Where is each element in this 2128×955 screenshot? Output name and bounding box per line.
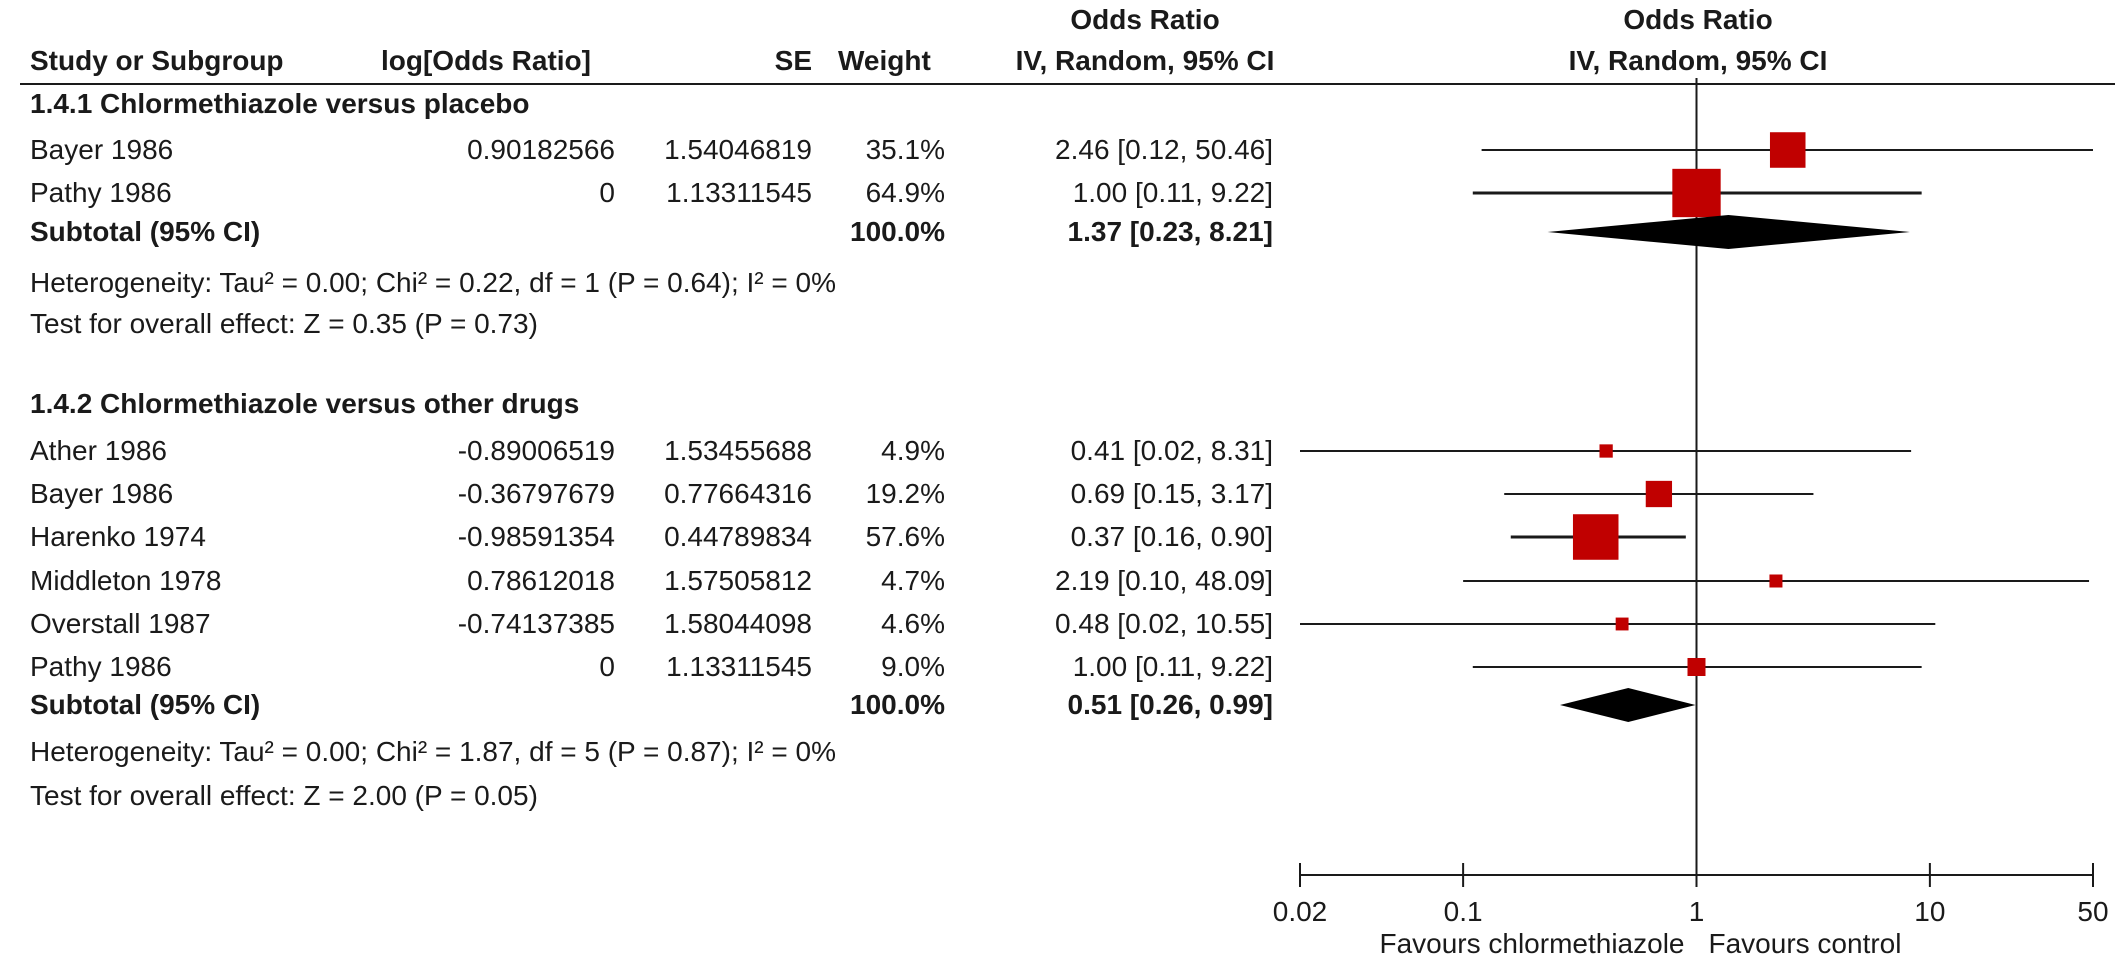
study-log-odds-ratio: 0.90182566	[467, 134, 615, 165]
subtotal-ci: 0.51 [0.26, 0.99]	[1067, 689, 1273, 720]
study-se: 1.54046819	[664, 134, 812, 165]
study-log-odds-ratio: 0	[599, 177, 615, 208]
x-tick-label: 10	[1914, 896, 1945, 927]
study-weight: 4.6%	[881, 608, 945, 639]
study-weight: 19.2%	[865, 478, 945, 509]
study-name: Pathy 1986	[30, 177, 172, 208]
study-name: Pathy 1986	[30, 651, 172, 682]
subtotal-ci: 1.37 [0.23, 8.21]	[1067, 216, 1273, 247]
effect-marker	[1769, 574, 1783, 588]
study-ci: 2.19 [0.10, 48.09]	[1055, 565, 1273, 596]
subtotal-label: Subtotal (95% CI)	[30, 216, 261, 247]
header-plot-top: Odds Ratio	[1623, 4, 1773, 35]
header-or-bottom: IV, Random, 95% CI	[1015, 45, 1275, 76]
subtotal-label: Subtotal (95% CI)	[30, 689, 261, 720]
study-weight: 35.1%	[865, 134, 945, 165]
study-log-odds-ratio: -0.98591354	[457, 521, 615, 552]
study-se: 1.13311545	[666, 651, 812, 682]
study-name: Harenko 1974	[30, 521, 206, 552]
study-weight: 57.6%	[865, 521, 945, 552]
study-se: 1.53455688	[664, 435, 812, 466]
study-name: Bayer 1986	[30, 478, 174, 509]
study-weight: 4.9%	[881, 435, 945, 466]
header-log-odds-ratio: log[Odds Ratio]	[381, 45, 591, 76]
study-se: 1.58044098	[664, 608, 812, 639]
subgroup-title: 1.4.1 Chlormethiazole versus placebo	[30, 88, 530, 119]
study-ci: 2.46 [0.12, 50.46]	[1055, 134, 1273, 165]
overall-effect-text: Test for overall effect: Z = 2.00 (P = 0…	[30, 780, 538, 811]
study-ci: 1.00 [0.11, 9.22]	[1072, 177, 1273, 208]
subgroup-title: 1.4.2 Chlormethiazole versus other drugs	[30, 388, 580, 419]
subtotal-weight: 100.0%	[850, 689, 945, 720]
subtotal-weight: 100.0%	[850, 216, 945, 247]
study-log-odds-ratio: -0.74137385	[457, 608, 615, 639]
study-ci: 1.00 [0.11, 9.22]	[1072, 651, 1273, 682]
effect-marker	[1769, 132, 1806, 168]
study-log-odds-ratio: -0.36797679	[457, 478, 615, 509]
header-or-top: Odds Ratio	[1070, 4, 1220, 35]
x-tick-label: 0.1	[1444, 896, 1483, 927]
header-se: SE	[774, 45, 812, 76]
x-tick-label: 0.02	[1273, 896, 1328, 927]
study-name: Ather 1986	[30, 435, 167, 466]
x-tick-label: 1	[1689, 896, 1705, 927]
effect-marker	[1572, 514, 1619, 560]
study-weight: 9.0%	[881, 651, 945, 682]
study-se: 1.13311545	[666, 177, 812, 208]
study-ci: 0.37 [0.16, 0.90]	[1070, 521, 1273, 552]
effect-marker	[1615, 617, 1629, 631]
study-log-odds-ratio: -0.89006519	[457, 435, 615, 466]
study-name: Bayer 1986	[30, 134, 174, 165]
header-study: Study or Subgroup	[30, 45, 284, 76]
effect-marker	[1599, 444, 1613, 458]
study-log-odds-ratio: 0	[599, 651, 615, 682]
study-se: 0.44789834	[664, 521, 812, 552]
study-ci: 0.48 [0.02, 10.55]	[1055, 608, 1273, 639]
header-divider	[20, 83, 2115, 85]
effect-marker	[1645, 480, 1673, 508]
x-label-right: Favours control	[1709, 928, 1902, 955]
subtotal-diamond	[1547, 215, 1910, 249]
heterogeneity-text: Heterogeneity: Tau² = 0.00; Chi² = 0.22,…	[30, 267, 836, 298]
study-weight: 4.7%	[881, 565, 945, 596]
heterogeneity-text: Heterogeneity: Tau² = 0.00; Chi² = 1.87,…	[30, 736, 836, 767]
header-plot-bottom: IV, Random, 95% CI	[1568, 45, 1828, 76]
study-ci: 0.41 [0.02, 8.31]	[1070, 435, 1273, 466]
header-weight: Weight	[838, 45, 931, 76]
study-name: Middleton 1978	[30, 565, 222, 596]
study-ci: 0.69 [0.15, 3.17]	[1070, 478, 1273, 509]
effect-marker	[1672, 168, 1721, 218]
study-se: 1.57505812	[664, 565, 812, 596]
study-name: Overstall 1987	[30, 608, 211, 639]
effect-marker	[1687, 658, 1706, 676]
study-log-odds-ratio: 0.78612018	[467, 565, 615, 596]
x-label-left: Favours chlormethiazole	[1379, 928, 1684, 955]
subtotal-diamond	[1559, 688, 1696, 722]
x-tick-label: 50	[2077, 896, 2108, 927]
study-weight: 64.9%	[865, 177, 945, 208]
study-se: 0.77664316	[664, 478, 812, 509]
overall-effect-text: Test for overall effect: Z = 0.35 (P = 0…	[30, 308, 538, 339]
